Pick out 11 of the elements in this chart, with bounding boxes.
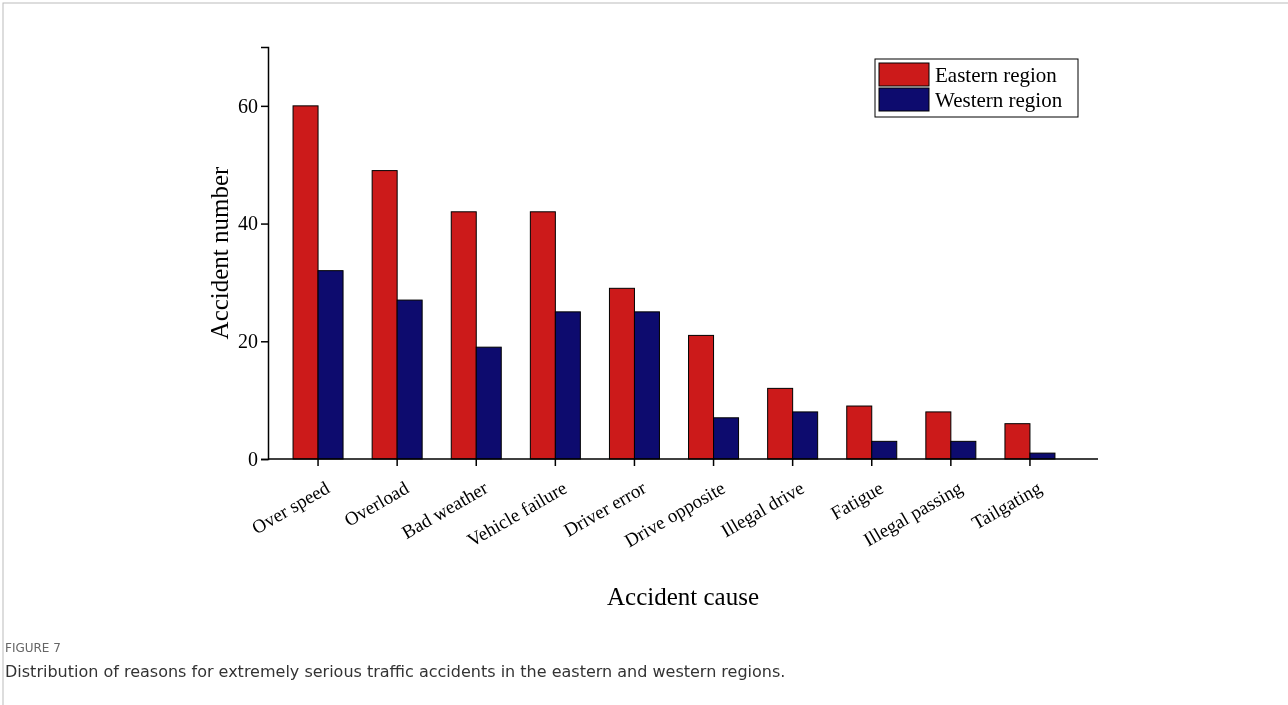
y-axis-title: Accident number	[206, 165, 233, 340]
caption: FIGURE 7	[5, 641, 61, 655]
x-tick-label: Over speed	[248, 476, 334, 539]
y-tick-label: 60	[238, 94, 258, 117]
text: Distribution of reasons for extremely serious traffic accidents in the eastern and western regions.	[5, 662, 786, 681]
x-axis-title: Accident cause	[606, 583, 760, 610]
legend-label: Eastern region	[935, 63, 1058, 87]
y-tick-label: 0	[248, 447, 258, 470]
legend-label: Western region	[935, 88, 1063, 112]
y-tick-label: 20	[238, 330, 258, 353]
y-tick-label: 40	[238, 212, 258, 235]
